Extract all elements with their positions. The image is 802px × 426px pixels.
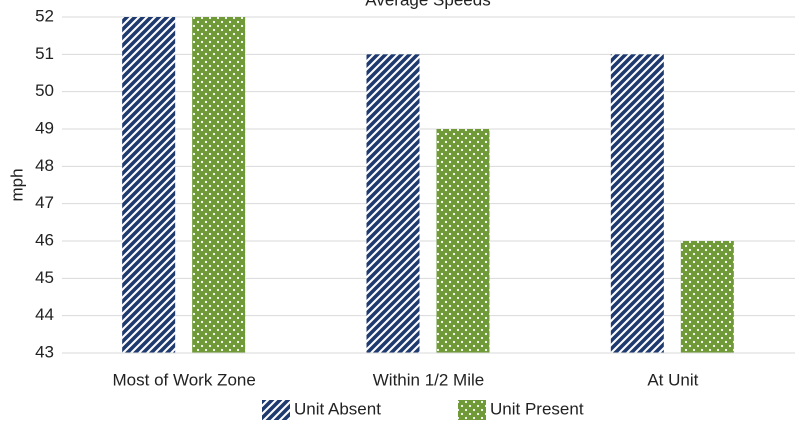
y-tick-label: 49: [35, 118, 54, 137]
legend-label: Unit Present: [490, 399, 584, 418]
x-tick-label: Most of Work Zone: [113, 370, 256, 389]
y-tick-label: 51: [35, 44, 54, 63]
bar: [122, 17, 176, 353]
x-tick-label: At Unit: [647, 370, 698, 389]
y-tick-label: 46: [35, 230, 54, 249]
y-tick-label: 48: [35, 156, 54, 175]
bar: [680, 241, 734, 353]
y-axis-label: mph: [7, 168, 26, 201]
y-tick-label: 43: [35, 342, 54, 361]
y-tick-label: 44: [35, 305, 54, 324]
legend-swatch: [458, 400, 486, 420]
legend-label: Unit Absent: [294, 399, 381, 418]
bar: [366, 54, 420, 353]
y-tick-label: 50: [35, 81, 54, 100]
bar: [436, 129, 490, 353]
bar: [610, 54, 664, 353]
bar: [192, 17, 246, 353]
y-tick-label: 52: [35, 6, 54, 25]
y-tick-label: 45: [35, 268, 54, 287]
legend-swatch: [262, 400, 290, 420]
x-tick-label: Within 1/2 Mile: [373, 370, 484, 389]
chart-title: Average Speeds: [365, 0, 490, 9]
y-tick-label: 47: [35, 193, 54, 212]
